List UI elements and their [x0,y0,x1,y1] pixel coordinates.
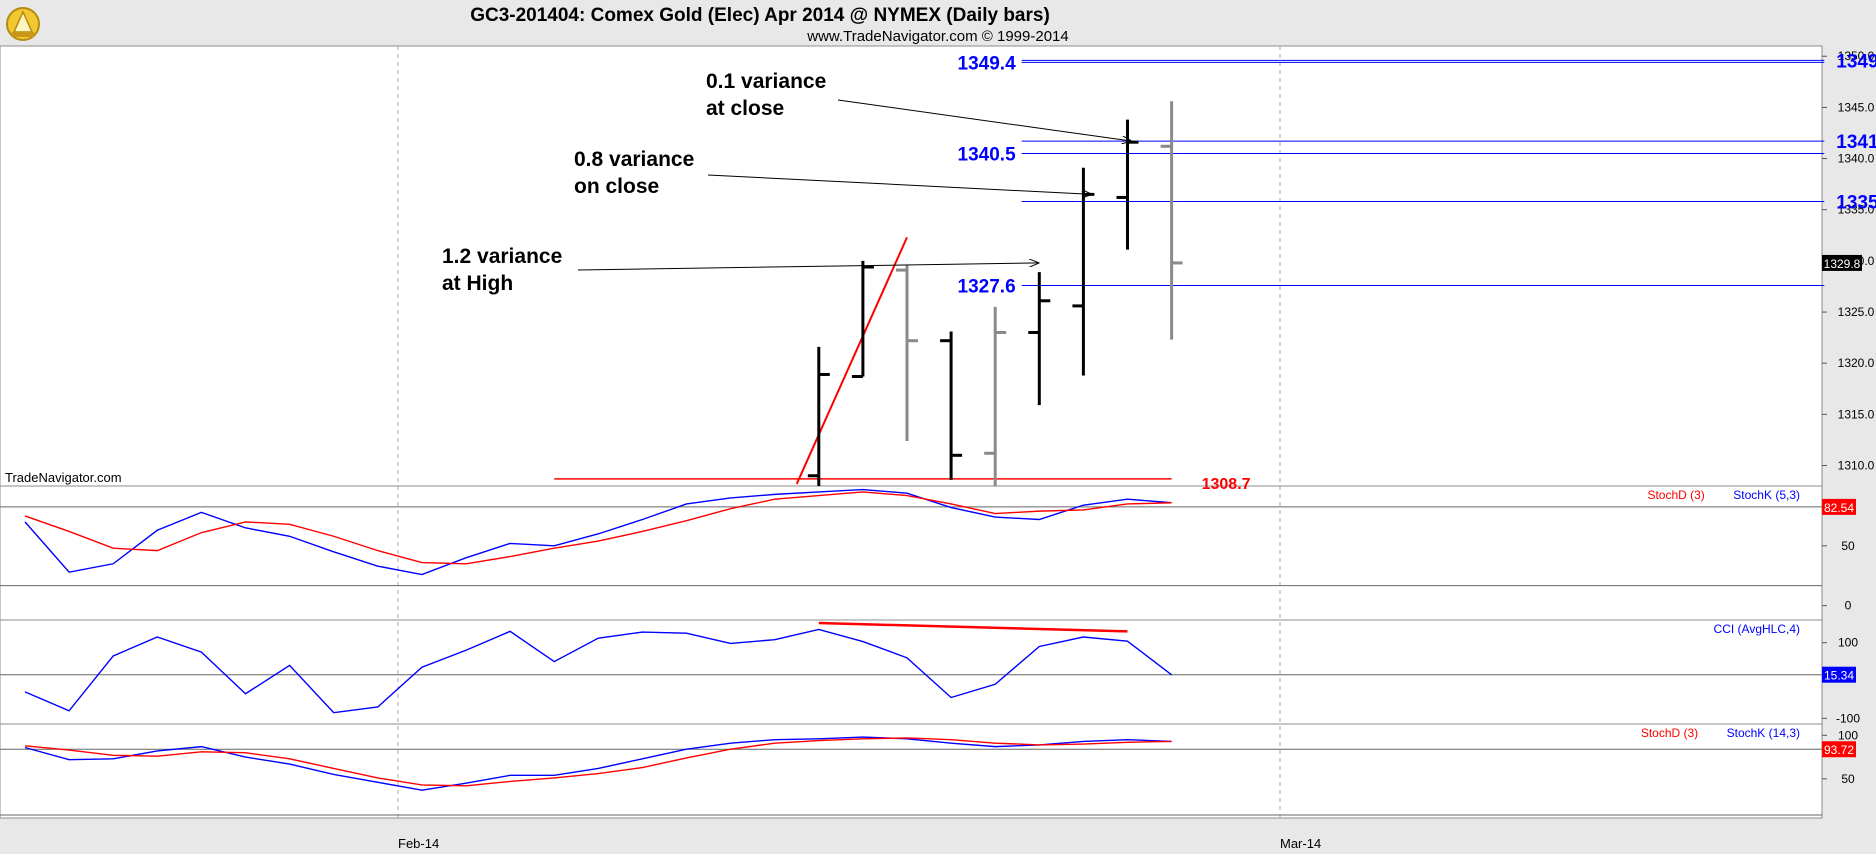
right-axis-area [1822,46,1876,854]
price-tick-label: 1345.0 [1838,100,1875,114]
level-label: 1327.6 [958,276,1016,297]
indicator-tick-label: 50 [1841,772,1855,786]
level-label: 1340.5 [958,144,1017,165]
red-level-label: 1308.7 [1202,476,1251,493]
price-tick-label: 1335.0 [1838,203,1875,217]
level-label: 1341.7 [1836,132,1876,153]
bottom-axis-area [0,818,1876,854]
level-label: 1335.8 [1836,193,1876,214]
annotation-line2: at High [442,272,513,295]
price-tick-label: 1340.0 [1838,152,1875,166]
price-tick-label: 1315.0 [1838,407,1875,421]
annotation-line1: 1.2 variance [442,245,562,268]
price-tick-label: 1310.0 [1838,459,1875,473]
chart-subtitle: www.TradeNavigator.com © 1999-2014 [806,28,1068,45]
stoch-5-3-panel [0,485,1823,621]
ohlc-bar [851,260,874,379]
ohlc-bar [1160,101,1183,340]
level-label: 1349.4 [958,53,1017,74]
annotation-line2: at close [706,97,784,120]
indicator-series-line [24,736,1172,791]
trade-navigator-logo-icon [6,7,40,41]
last-price-box [1822,254,1862,271]
header-bar [0,0,1876,46]
indicator-legend-label: StochK (5,3) [1733,488,1800,502]
indicator-tick-label: 0 [1845,599,1852,613]
ohlc-bar [807,346,830,486]
cci-panel [0,619,1823,725]
price-layer: 1310.01315.01320.01325.01330.01335.01340… [0,49,1876,493]
indicator-series-line [24,491,1172,565]
x-label-mar: Mar-14 [1280,836,1321,851]
annotation-arrow [837,99,1132,141]
annotation-arrow [707,174,1092,194]
price-tick-label: 1350.0 [1838,49,1875,63]
indicator-series-line [24,737,1172,787]
indicator-legend-label: StochD (3) [1647,488,1704,502]
annotation-line2: on close [574,175,659,198]
indicator-legend-label: StochD (3) [1641,726,1698,740]
indicator-last-value-box [1822,741,1856,758]
annotation-line1: 0.8 variance [574,148,694,171]
indicator-last-value-box [1822,666,1856,683]
indicator-last-value: 93.72 [1824,743,1854,757]
annotation-arrow [577,263,1039,271]
x-label-feb: Feb-14 [398,836,439,851]
indicator-series-line [24,488,1172,576]
price-tick-label: 1320.0 [1838,356,1875,370]
indicator-series-line [24,628,1173,714]
indicator-last-value: 82.54 [1824,501,1854,515]
cci-red-trendline [818,621,1128,633]
ohlc-bar [940,331,963,480]
price-panel [0,45,1823,487]
indicator-last-value-box [1822,498,1856,515]
red-trendline [795,236,908,485]
annotation-line1: 0.1 variance [706,70,826,93]
chart-title: GC3-201404: Comex Gold (Elec) Apr 2014 @… [470,5,1050,26]
indicator-tick-label: 50 [1841,539,1855,553]
ohlc-bar [896,264,918,441]
indicator-tick-label: 100 [1838,728,1858,742]
ohlc-bar [984,306,1007,486]
last-price-label: 1329.8 [1824,257,1861,271]
indicator-last-value: 15.34 [1824,669,1854,683]
watermark: TradeNavigator.com [5,470,122,485]
indicator-legend-label: StochK (14,3) [1727,726,1800,740]
ohlc-bar [1028,272,1051,406]
indicator-layer: 50 0 StochK (5,3) StochD (3) 82.54 100 -100 CCI… [0,488,1860,816]
price-tick-label: 1325.0 [1838,305,1875,319]
indicator-tick-label: 100 [1838,636,1858,650]
indicator-legend-label: CCI (AvgHLC,4) [1714,622,1800,636]
level-label: 1349.6 [1836,51,1876,72]
indicator-tick-label: -100 [1836,711,1860,725]
